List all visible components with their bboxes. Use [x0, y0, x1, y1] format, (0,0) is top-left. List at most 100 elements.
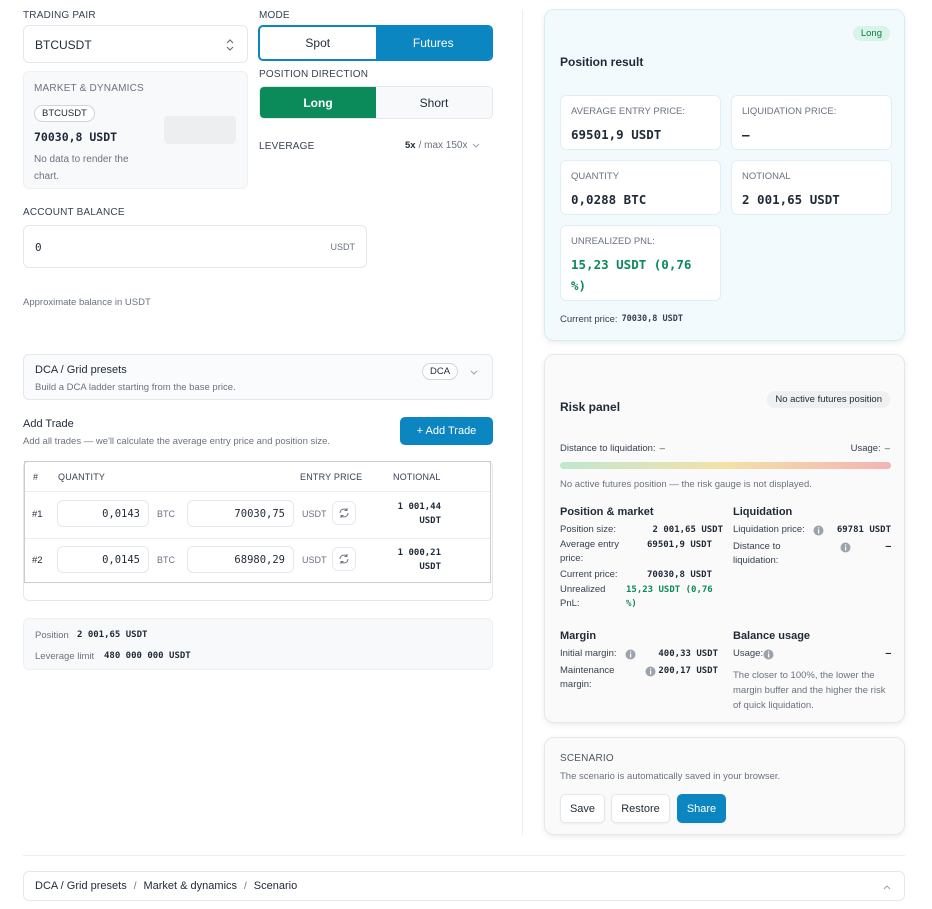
qty-input[interactable]: 0,0143 — [57, 500, 149, 527]
kv-label: Current price: — [560, 569, 618, 580]
result-item: LIQUIDATION PRICE: – — [731, 95, 892, 150]
price-value: 70030,75 — [234, 508, 285, 520]
leverage-value: 5x — [405, 140, 416, 151]
info-icon — [625, 649, 636, 660]
row-id: #2 — [32, 555, 43, 566]
kv-value: – — [885, 649, 891, 659]
row-id: #1 — [32, 509, 43, 520]
market-note: No data to render the chart. — [34, 154, 129, 182]
trades-table: # QUANTITY ENTRY PRICE NOTIONAL — [24, 461, 491, 583]
add-trade-button[interactable]: + Add Trade — [400, 417, 493, 445]
balance-note: The closer to 100%, the lower the margin… — [733, 670, 886, 711]
mode-option[interactable]: Futures — [375, 27, 491, 59]
kv-label: Distance to liquidation: — [733, 541, 781, 566]
info[interactable] — [645, 666, 656, 677]
label: Usage: — [850, 443, 881, 454]
group-title: Position & market — [560, 506, 654, 518]
info[interactable] — [625, 649, 636, 660]
value: 0,0288 BTC — [571, 192, 647, 207]
th: ENTRY PRICE — [300, 472, 363, 482]
row-line — [25, 538, 490, 539]
qty-value: 0,0145 — [102, 554, 140, 566]
info[interactable] — [763, 649, 774, 660]
kv-label: Initial margin: — [560, 648, 617, 659]
summary-value: 480 000 000 USDT — [104, 651, 191, 661]
kv-label: Unrealized PnL: — [560, 584, 606, 609]
separator: / — [133, 880, 137, 892]
chip: DCA — [422, 363, 459, 380]
label: LIQUIDATION PRICE: — [742, 106, 837, 117]
label: TRADING PAIR — [23, 10, 96, 21]
info-icon — [813, 525, 824, 536]
qty-input[interactable]: 0,0145 — [57, 546, 149, 573]
leverage-select[interactable]: 5x / max 150x — [405, 140, 481, 151]
label: Current price: — [560, 314, 618, 325]
direction-toggle: Long Short — [259, 86, 493, 119]
result-title: Position result — [560, 55, 644, 69]
refresh-button[interactable] — [332, 547, 356, 571]
notional: 1 000,21 USDT — [397, 548, 441, 572]
share-button[interactable]: Share — [677, 794, 726, 823]
group-title: Liquidation — [733, 506, 793, 518]
kv-value: 2 001,65 USDT — [652, 525, 723, 535]
crumb[interactable]: Market & dynamics — [143, 880, 238, 892]
pair-value: BTCUSDT — [35, 38, 92, 52]
info[interactable] — [813, 525, 824, 536]
kv-value: 15,23 USDT (0,76 %) — [626, 585, 713, 609]
th: NOTIONAL — [393, 472, 441, 482]
pair-select[interactable]: BTCUSDT — [23, 25, 248, 63]
th: # — [33, 472, 39, 482]
summary-value: 2 001,65 USDT — [77, 630, 148, 640]
refresh-button[interactable] — [332, 501, 356, 525]
balance-value: 0 — [35, 241, 42, 254]
label: MODE — [259, 10, 290, 21]
price-input[interactable]: 70030,75 — [187, 500, 294, 527]
balance-input[interactable]: 0 USDT — [23, 225, 367, 268]
value: – — [742, 127, 750, 142]
label: POSITION DIRECTION — [259, 69, 369, 80]
th: QUANTITY — [58, 472, 106, 482]
info[interactable] — [840, 542, 851, 553]
market-price: 70030,8 USDT — [34, 130, 118, 144]
direction-option[interactable]: Long — [260, 87, 376, 118]
crumb[interactable]: DCA / Grid presets — [35, 880, 127, 892]
restore-button[interactable]: Restore — [611, 794, 670, 823]
divider — [522, 10, 523, 835]
label: ACCOUNT BALANCE — [23, 207, 125, 218]
presets-desc: Build a DCA ladder starting from the bas… — [35, 382, 236, 393]
label: MARKET & DYNAMICS — [34, 83, 144, 94]
price-unit: USDT — [302, 555, 327, 565]
summary-label: Leverage limit — [35, 651, 95, 662]
label: AVERAGE ENTRY PRICE: — [571, 106, 686, 117]
select-icon — [226, 39, 234, 51]
separator: / — [244, 880, 247, 892]
risk-card: Risk panel No active futures position Di… — [544, 354, 905, 723]
qty-value: 0,0143 — [102, 508, 140, 520]
label: SCENARIO — [560, 753, 614, 764]
risk-gauge — [560, 462, 891, 469]
value: 69501,9 USDT — [571, 127, 662, 142]
crumb[interactable]: Scenario — [253, 880, 298, 892]
price-unit: USDT — [302, 509, 327, 519]
trades-title: Add Trade — [23, 418, 74, 430]
kv-label: Liquidation price: — [733, 524, 805, 535]
result-item: UNREALIZED PNL: 15,23 USDT (0,76 %) — [560, 225, 721, 301]
kv-label: Maintenance margin: — [560, 665, 615, 690]
price-input[interactable]: 68980,29 — [187, 546, 294, 573]
scenario-card: SCENARIO The scenario is automatically s… — [544, 737, 905, 835]
mode-option[interactable]: Spot — [305, 36, 331, 50]
kv-label: Position size: — [560, 524, 616, 535]
balance-unit: USDT — [330, 242, 356, 252]
presets-panel[interactable]: DCA / Grid presets Build a DCA ladder st… — [23, 354, 493, 400]
kv-label: Usage: — [733, 648, 764, 659]
distance: Distance to liquidation: – — [560, 443, 665, 454]
direction-option[interactable]: Short — [376, 87, 492, 118]
kv-value: 69501,9 USDT — [647, 540, 713, 550]
value: – — [659, 443, 665, 454]
kv-value: 70030,8 USDT — [647, 570, 713, 580]
value: 15,23 USDT (0,76 %) — [571, 257, 692, 293]
save-button[interactable]: Save — [560, 794, 605, 823]
market-box: MARKET & DYNAMICS BTCUSDT 70030,8 USDT N… — [23, 71, 248, 189]
